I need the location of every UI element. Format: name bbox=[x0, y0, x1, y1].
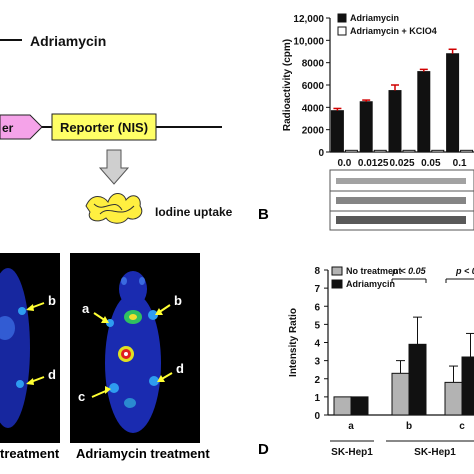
y-tick-label: 2000 bbox=[302, 126, 325, 137]
y-tick-label: 8000 bbox=[302, 59, 325, 70]
y-tick-label: 2 bbox=[314, 375, 320, 386]
legend-swatch-no-treatment bbox=[331, 266, 343, 276]
bar-adriamycin bbox=[359, 101, 373, 153]
legend-swatch-adriamycin bbox=[337, 13, 347, 23]
panel-b-letter: B bbox=[258, 206, 269, 223]
panel-b-chart: 0 2000 4000 6000 8000 10,000 12,000 Radioactivi… bbox=[282, 13, 474, 231]
bar-adriamycin-kclo4 bbox=[431, 149, 445, 153]
y-tick-label: 4 bbox=[314, 339, 320, 350]
scan-image-untreated: b d bbox=[0, 253, 60, 443]
y-tick-label: 6 bbox=[314, 302, 320, 313]
significance-label: p < 0.05 bbox=[391, 266, 426, 276]
bar-no-treatment bbox=[333, 396, 352, 416]
legend-label: Adriamycin + KClO4 bbox=[350, 26, 437, 36]
y-tick-label: 4000 bbox=[302, 103, 325, 114]
blot-band bbox=[336, 216, 466, 224]
arrow-label: c bbox=[78, 389, 85, 404]
y-tick-label: 3 bbox=[314, 357, 320, 368]
bar-adriamycin-kclo4 bbox=[344, 149, 358, 153]
y-tick-label: 12,000 bbox=[293, 14, 324, 25]
bar-adriamycin bbox=[388, 90, 402, 153]
bar-adriamycin bbox=[446, 53, 460, 153]
legend-label: Adriamycin bbox=[346, 279, 395, 289]
group-label: SK-Hep1 bbox=[414, 447, 456, 458]
scan-image-adriamycin: a b c d bbox=[70, 253, 200, 443]
y-tick-label: 0 bbox=[318, 148, 324, 159]
legend-swatch-kclo4 bbox=[337, 26, 347, 36]
y-tick-label: 7 bbox=[314, 284, 320, 295]
arrow-label: b bbox=[174, 293, 182, 308]
reporter-box bbox=[51, 113, 157, 141]
x-tick-label: c bbox=[459, 421, 465, 432]
y-tick-label: 10,000 bbox=[293, 36, 324, 47]
x-tick-label: 0.1 bbox=[453, 158, 467, 169]
panel-d-chart: 0 1 2 3 4 5 6 7 8 Intensity Ratio a b c p < 0.05 p < 0… bbox=[288, 266, 474, 458]
bar-adriamycin bbox=[330, 110, 344, 153]
bar-adriamycin bbox=[461, 356, 474, 416]
arrow-label: a bbox=[82, 301, 90, 316]
y-tick-label: 0 bbox=[314, 411, 320, 422]
bar-adriamycin-kclo4 bbox=[402, 149, 416, 153]
promoter-box bbox=[0, 114, 43, 140]
x-tick-label: 0.0 bbox=[337, 158, 351, 169]
x-tick-label: 0.025 bbox=[389, 158, 414, 169]
significance-label: p < 0 bbox=[455, 266, 474, 276]
blot-band bbox=[336, 197, 466, 204]
bar-adriamycin-kclo4 bbox=[460, 149, 474, 153]
bar-no-treatment bbox=[444, 381, 463, 416]
iodine-uptake-label: Iodine uptake bbox=[155, 205, 233, 219]
x-tick-label: b bbox=[406, 421, 412, 432]
reporter-label: Reporter (NIS) bbox=[60, 120, 148, 135]
x-tick-label: 0.05 bbox=[421, 158, 441, 169]
arrow-label: b bbox=[48, 293, 56, 308]
down-arrow-icon bbox=[98, 149, 130, 185]
arrow-label: d bbox=[176, 361, 184, 376]
x-tick-label: a bbox=[348, 421, 354, 432]
y-tick-label: 6000 bbox=[302, 81, 325, 92]
legend-label: No treatment bbox=[346, 266, 402, 276]
bar-adriamycin-kclo4 bbox=[373, 149, 387, 153]
bar-adriamycin bbox=[417, 71, 431, 153]
bar-adriamycin bbox=[350, 396, 369, 416]
y-tick-label: 1 bbox=[314, 393, 320, 404]
panel-d-letter: D bbox=[258, 441, 269, 458]
adriamycin-scan-label: Adriamycin treatment bbox=[76, 446, 210, 461]
legend-swatch-adriamycin bbox=[331, 279, 343, 289]
x-tick-label: 0.0125 bbox=[358, 158, 389, 169]
arrow-label: d bbox=[48, 367, 56, 382]
y-tick-label: 8 bbox=[314, 266, 320, 277]
y-axis-label: Radioactivity (cpm) bbox=[282, 39, 293, 131]
untreated-scan-label: treatment bbox=[0, 446, 60, 461]
panel-a-schematic: Adriamycin er Reporter (NIS) Iodine upta… bbox=[0, 33, 233, 224]
bar-no-treatment bbox=[391, 372, 410, 416]
y-axis-label: Intensity Ratio bbox=[288, 308, 299, 377]
western-blot bbox=[329, 169, 474, 231]
group-label: SK-Hep1 bbox=[331, 447, 373, 458]
bar-adriamycin bbox=[408, 343, 427, 416]
legend-label: Adriamycin bbox=[350, 13, 399, 23]
promoter-label: er bbox=[2, 121, 14, 135]
legend-adriamycin-label: Adriamycin bbox=[30, 33, 106, 49]
protein-ribbon-icon bbox=[85, 193, 143, 224]
y-tick-label: 5 bbox=[314, 320, 320, 331]
blot-band bbox=[336, 178, 466, 184]
